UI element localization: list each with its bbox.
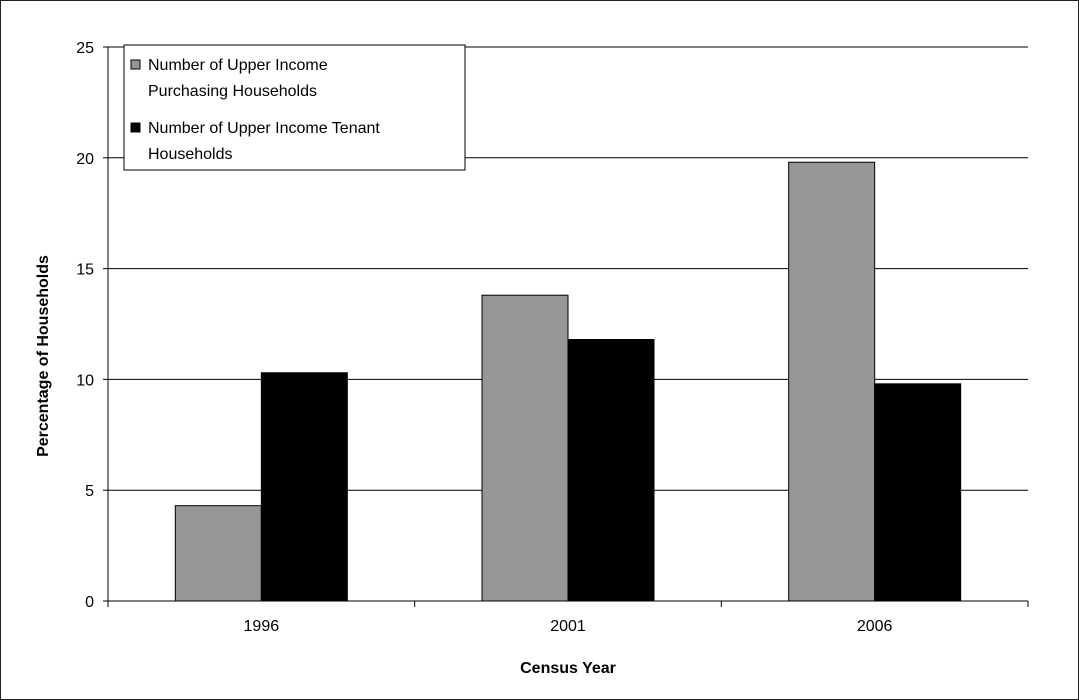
- bars: [174, 161, 962, 602]
- x-tick-label: 2006: [857, 618, 893, 635]
- x-tick-labels: 1996 2001 2006: [244, 618, 893, 635]
- bar-purchasing-2006: [788, 161, 876, 602]
- axes: [103, 46, 1029, 607]
- x-tick-label: 1996: [244, 618, 280, 635]
- bar-purchasing-1996: [174, 505, 262, 602]
- legend-label: Purchasing Households: [148, 83, 317, 100]
- x-axis-title: Census Year: [520, 660, 616, 677]
- legend: Number of Upper Income Purchasing Househo…: [123, 44, 466, 171]
- legend-label: Number of Upper Income: [148, 57, 328, 74]
- x-tick-label: 2001: [550, 618, 586, 635]
- legend-label: Households: [148, 146, 233, 163]
- legend-swatch: [130, 122, 141, 133]
- y-tick-label: 0: [85, 594, 94, 611]
- y-tick-label: 10: [76, 372, 94, 389]
- bar-tenant-2001: [567, 339, 655, 602]
- y-tick-label: 15: [76, 262, 94, 279]
- legend-label: Number of Upper Income Tenant: [148, 120, 380, 137]
- y-tick-labels: 0 5 10 15 20 25: [76, 40, 94, 611]
- legend-box: [123, 44, 466, 171]
- legend-swatch: [130, 59, 141, 70]
- y-tick-label: 25: [76, 40, 94, 57]
- y-tick-label: 20: [76, 151, 94, 168]
- bar-purchasing-2001: [481, 294, 569, 602]
- bar-tenant-2006: [874, 383, 962, 602]
- y-tick-label: 5: [85, 483, 94, 500]
- y-axis-title: Percentage of Households: [35, 255, 52, 457]
- bar-tenant-1996: [260, 372, 348, 602]
